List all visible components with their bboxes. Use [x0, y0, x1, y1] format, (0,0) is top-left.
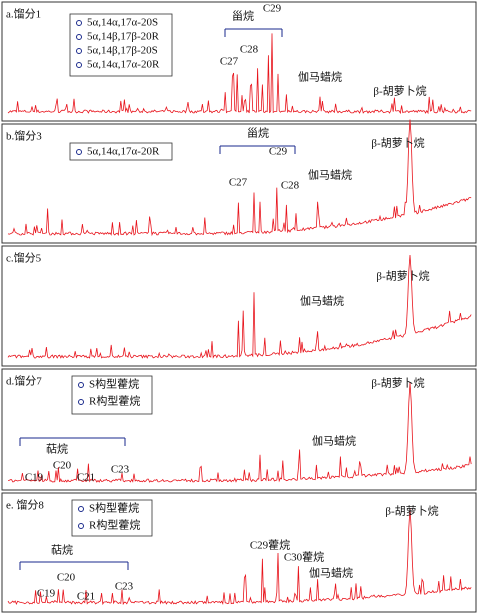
annotation: C21	[77, 472, 95, 484]
legend-label: 5α,14α,17α-20R	[87, 146, 160, 158]
legend-label: 5α,14β,17β-20R	[87, 31, 160, 43]
legend-label: R构型藿烷	[89, 518, 140, 532]
chromatogram	[8, 382, 472, 483]
panel-frame	[1, 245, 477, 367]
legend-label: 5α,14α,17α-20R	[87, 59, 160, 71]
panel-label: e. 馏分8	[6, 498, 44, 512]
annotation: 萜烷	[46, 442, 68, 456]
annotation: 伽马蜡烷	[308, 168, 352, 182]
annotation: 萜烷	[51, 543, 73, 557]
legend-symbol	[76, 48, 82, 54]
legend-symbol	[76, 20, 82, 26]
annotation: C29藿烷	[250, 538, 290, 552]
annotation: C29	[263, 3, 282, 15]
annotation: C19	[25, 472, 44, 484]
panel-label: a.馏分1	[6, 7, 41, 21]
legend-symbol	[78, 506, 84, 512]
chromatogram	[7, 119, 472, 237]
annotation: β-胡萝卜烷	[373, 84, 426, 98]
annotation: 甾烷	[232, 9, 254, 23]
chromatogram	[7, 508, 472, 606]
annotation: C23	[111, 464, 130, 476]
legend-symbol	[78, 399, 84, 405]
annotation: β-胡萝卜烷	[371, 136, 424, 150]
legend-box	[71, 499, 153, 537]
annotation: β-胡萝卜烷	[376, 269, 429, 283]
annotation: 伽马蜡烷	[309, 566, 353, 580]
annotation: C23	[115, 581, 134, 593]
annotation: C27	[229, 177, 248, 189]
legend-box	[69, 142, 173, 161]
legend-label: R构型藿烷	[89, 394, 140, 408]
legend-symbol	[78, 382, 84, 388]
annotation: 伽马蜡烷	[300, 294, 344, 308]
annotation: 甾烷	[247, 126, 269, 140]
legend-symbol	[78, 523, 84, 529]
annotation: 伽马蜡烷	[312, 434, 356, 448]
panel-frame	[1, 368, 477, 491]
chromatogram	[7, 33, 472, 115]
panel-frame	[1, 123, 477, 244]
legend-symbol	[76, 149, 82, 155]
panel-label: d.馏分7	[6, 374, 42, 388]
annotation: C21	[77, 591, 95, 603]
panel-label: c.馏分5	[6, 251, 42, 265]
legend-label: S构型藿烷	[89, 377, 139, 391]
legend-symbol	[76, 34, 82, 40]
annotation: β-胡萝卜烷	[371, 376, 424, 390]
annotation: C20	[53, 460, 72, 472]
panel-frame	[1, 1, 477, 122]
panel-label: b.馏分3	[6, 129, 42, 143]
legend-box	[71, 375, 153, 415]
annotation: C29	[269, 146, 288, 158]
annotation: C30藿烷	[284, 550, 324, 564]
annotation: β-胡萝卜烷	[385, 504, 438, 518]
annotation: C27	[220, 56, 239, 68]
legend-label: 5α,14β,17β-20S	[87, 45, 158, 57]
legend-label: S构型藿烷	[89, 501, 139, 515]
annotation: C28	[281, 180, 300, 192]
legend-box	[69, 13, 173, 77]
panel-frame	[1, 492, 477, 613]
legend-symbol	[76, 62, 82, 68]
annotation: C20	[57, 572, 76, 584]
annotation: C19	[37, 588, 56, 600]
chromatogram	[7, 254, 472, 359]
legend-label: 5α,14α,17α-20S	[87, 17, 158, 29]
annotation: 伽马蜡烷	[298, 70, 342, 84]
annotation: C28	[240, 44, 259, 56]
